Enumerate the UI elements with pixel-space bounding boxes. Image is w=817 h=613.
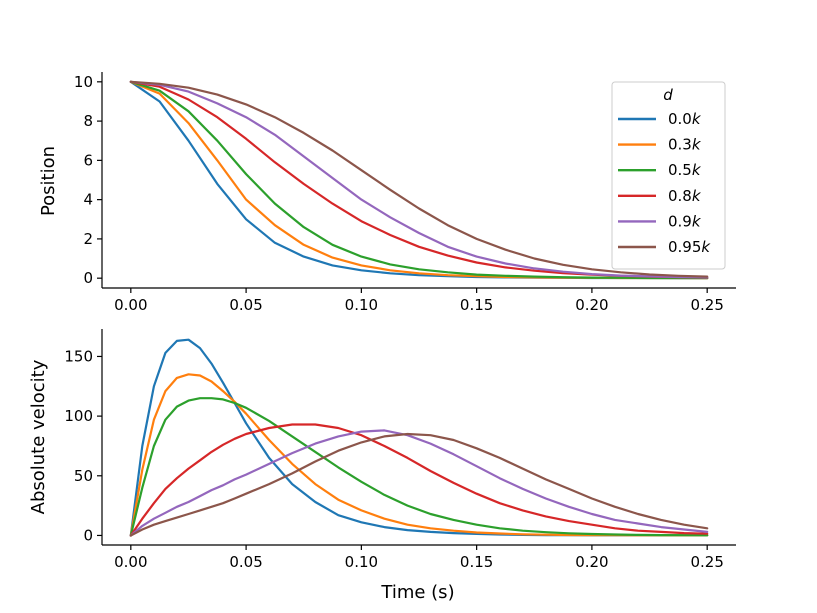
position-series-0_95k xyxy=(129,80,709,278)
velocity-y-tick-label: 150 xyxy=(64,347,93,365)
legend: d 0.0k 0.3k 0.5k 0.8k 0.9k 0.95k xyxy=(611,81,726,270)
position-x-tick-label: 0.25 xyxy=(690,296,723,314)
velocity-x-tick-label: 0.20 xyxy=(575,553,608,571)
velocity-x-tick-label: 0.10 xyxy=(345,553,378,571)
velocity-x-tick-label: 0.00 xyxy=(114,553,147,571)
position-y-tick-label: 8 xyxy=(83,112,93,130)
position-x-tick-label: 0.05 xyxy=(229,296,262,314)
velocity-series-0_95k xyxy=(129,432,709,537)
legend-title: d xyxy=(663,86,673,104)
velocity-y-tick-label: 50 xyxy=(74,467,93,485)
velocity-x-tick-label: 0.25 xyxy=(690,553,723,571)
position-x-tick-label: 0.00 xyxy=(114,296,147,314)
velocity-series-0_5k xyxy=(129,397,709,537)
legend-label: 0.3k xyxy=(668,136,702,154)
velocity-y-tick-label: 0 xyxy=(83,526,93,544)
velocity-series-0_8k xyxy=(129,423,709,537)
position-x-tick-label: 0.15 xyxy=(460,296,493,314)
velocity-x-tick-label: 0.15 xyxy=(460,553,493,571)
velocity-series-0_9k xyxy=(129,429,709,537)
position-y-tick-label: 0 xyxy=(83,269,93,287)
legend-label: 0.5k xyxy=(668,161,702,179)
velocity-xlabel: Time (s) xyxy=(380,582,454,603)
position-x-tick-label: 0.10 xyxy=(345,296,378,314)
legend-label: 0.0k xyxy=(668,110,702,128)
position-panel: Position 0.00 0.05 0.10 0.15 0.20 0.25 0 2 4 6 8 10 xyxy=(38,72,736,314)
legend-label: 0.8k xyxy=(668,187,702,205)
velocity-panel: Absolute velocity Time (s) 0.00 0.05 0.10 0… xyxy=(28,329,736,603)
velocity-y-tick-label: 100 xyxy=(64,407,93,425)
position-series-0_5k xyxy=(129,80,709,280)
position-ylabel: Position xyxy=(38,146,59,216)
legend-label: 0.9k xyxy=(668,212,702,230)
position-y-tick-label: 10 xyxy=(74,73,93,91)
position-y-tick-label: 2 xyxy=(83,230,93,248)
velocity-x-tick-label: 0.05 xyxy=(229,553,262,571)
velocity-ylabel: Absolute velocity xyxy=(28,359,49,514)
position-y-tick-label: 6 xyxy=(83,151,93,169)
position-series-0_9k xyxy=(129,80,709,279)
position-y-tick-label: 4 xyxy=(83,191,93,209)
legend-label: 0.95k xyxy=(668,238,711,256)
position-x-tick-label: 0.20 xyxy=(575,296,608,314)
